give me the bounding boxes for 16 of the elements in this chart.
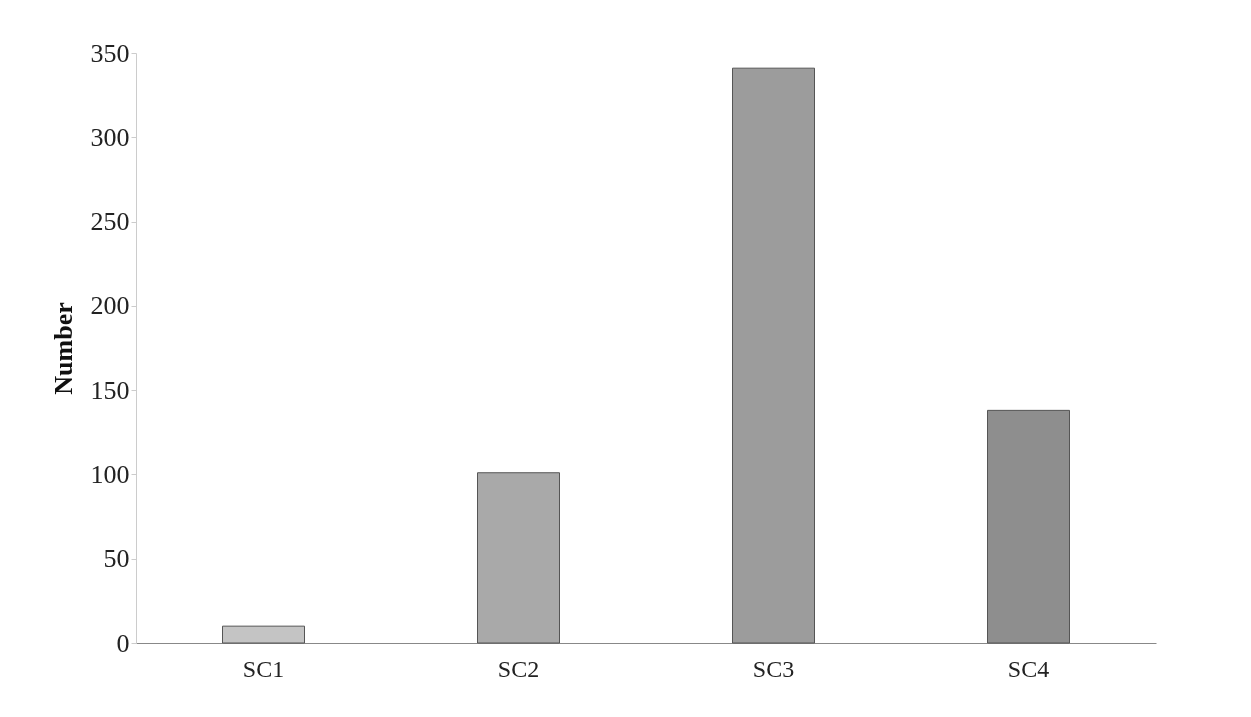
x-tick-label: SC4 <box>1007 655 1050 682</box>
x-tick-label: SC3 <box>752 655 795 682</box>
y-tick-label: 350 <box>90 38 130 68</box>
bar <box>477 472 560 644</box>
y-tick-label: 0 <box>116 628 130 658</box>
y-tick-label: 150 <box>90 375 130 405</box>
bar <box>222 625 305 644</box>
x-tick-label: SC1 <box>242 655 285 682</box>
y-tick-label: 100 <box>90 459 130 489</box>
y-tick-label: 50 <box>103 544 130 574</box>
y-tick-label: 200 <box>90 291 130 321</box>
y-axis-title: Number <box>48 302 78 395</box>
bar <box>732 67 815 644</box>
x-tick-label: SC2 <box>497 655 540 682</box>
y-tick-label: 300 <box>90 122 130 152</box>
y-tick-label: 250 <box>90 207 130 237</box>
